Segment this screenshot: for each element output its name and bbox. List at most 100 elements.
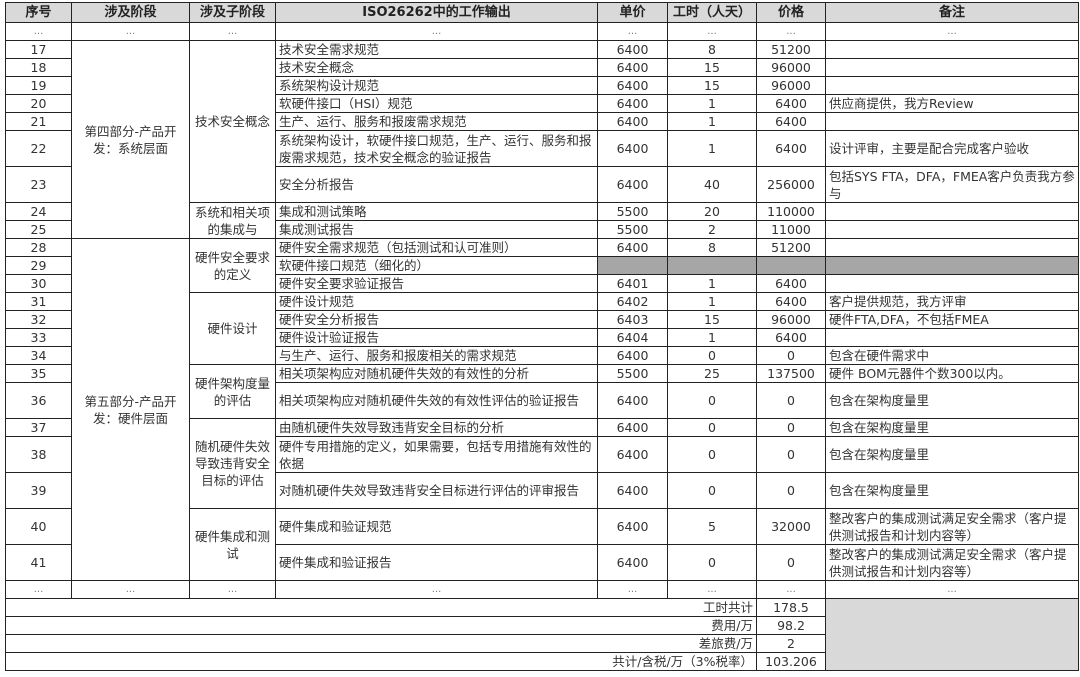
unit-price-cell[interactable]: 6404 [597,328,668,347]
ellipsis-cell[interactable]: ... [667,580,757,599]
note-cell[interactable]: 硬件 BOM元器件个数300以内。 [825,364,1079,383]
output-cell[interactable]: 对随机硬件失效导致违背安全目标进行评估的评审报告 [275,472,598,509]
note-cell[interactable]: 包含在架构度量里 [825,418,1079,437]
days-cell[interactable]: 25 [667,364,757,383]
output-cell[interactable]: 硬件安全分析报告 [275,310,598,329]
row-id[interactable]: 28 [5,238,72,257]
ellipsis-cell[interactable]: ... [756,22,826,41]
unit-price-cell[interactable]: 6400 [597,58,668,77]
row-id[interactable]: 20 [5,94,72,113]
price-cell[interactable]: 96000 [756,310,826,329]
row-id[interactable]: 35 [5,364,72,383]
row-id[interactable]: 36 [5,382,72,419]
days-cell[interactable]: 8 [667,40,757,59]
note-cell[interactable]: 包含在硬件需求中 [825,346,1079,365]
ellipsis-cell[interactable]: ... [275,580,598,599]
unit-price-cell[interactable]: 6400 [597,238,668,257]
price-cell[interactable]: 0 [756,418,826,437]
ellipsis-cell[interactable]: ... [756,580,826,599]
unit-price-cell[interactable]: 6400 [597,346,668,365]
days-cell[interactable]: 15 [667,58,757,77]
note-cell[interactable] [825,112,1079,131]
note-cell[interactable] [825,328,1079,347]
output-cell[interactable]: 生产、运行、服务和报废需求规范 [275,112,598,131]
unit-price-cell[interactable]: 6400 [597,130,668,167]
output-cell[interactable]: 软硬件接口规范（细化的） [275,256,598,275]
note-cell[interactable]: 包含在架构度量里 [825,472,1079,509]
note-cell[interactable] [825,76,1079,95]
substage-cell[interactable]: 技术安全概念 [189,40,276,203]
row-id[interactable]: 41 [5,544,72,581]
row-id[interactable]: 39 [5,472,72,509]
unit-price-cell[interactable]: 6400 [597,436,668,473]
price-cell[interactable]: 137500 [756,364,826,383]
price-cell[interactable]: 256000 [756,166,826,203]
unit-price-cell[interactable]: 5500 [597,364,668,383]
ellipsis-cell[interactable]: ... [597,22,668,41]
days-cell[interactable]: 1 [667,94,757,113]
unit-price-cell[interactable]: 6400 [597,382,668,419]
row-id[interactable]: 25 [5,220,72,239]
price-cell[interactable]: 11000 [756,220,826,239]
unit-price-cell[interactable]: 6400 [597,112,668,131]
unit-price-cell[interactable]: 6400 [597,472,668,509]
note-cell[interactable] [825,202,1079,221]
ellipsis-cell[interactable]: ... [597,580,668,599]
header-stage[interactable]: 涉及阶段 [71,2,190,23]
output-cell[interactable]: 系统架构设计，软硬件接口规范，生产、运行、服务和报废需求规范，技术安全概念的验证… [275,130,598,167]
price-cell[interactable]: 6400 [756,130,826,167]
summary-label[interactable]: 差旅费/万 [5,634,757,653]
days-cell[interactable]: 40 [667,166,757,203]
price-cell[interactable]: 110000 [756,202,826,221]
row-id[interactable]: 32 [5,310,72,329]
ellipsis-cell[interactable]: ... [189,580,276,599]
price-cell[interactable]: 0 [756,382,826,419]
ellipsis-cell[interactable]: ... [667,22,757,41]
note-cell[interactable]: 供应商提供，我方Review [825,94,1079,113]
summary-label[interactable]: 工时共计 [5,598,757,617]
row-id[interactable]: 31 [5,292,72,311]
ellipsis-cell[interactable]: ... [275,22,598,41]
ellipsis-cell[interactable]: ... [189,22,276,41]
note-cell[interactable] [825,238,1079,257]
note-cell[interactable]: 设计评审，主要是配合完成客户验收 [825,130,1079,167]
header-id[interactable]: 序号 [5,2,72,23]
summary-note-area[interactable] [825,598,1079,671]
days-cell[interactable]: 8 [667,238,757,257]
output-cell[interactable]: 由随机硬件失效导致违背安全目标的分析 [275,418,598,437]
substage-cell[interactable]: 硬件架构度量的评估 [189,364,276,419]
summary-value[interactable]: 2 [756,634,826,653]
output-cell[interactable]: 集成测试报告 [275,220,598,239]
days-cell[interactable]: 1 [667,274,757,293]
ellipsis-cell[interactable]: ... [5,580,72,599]
output-cell[interactable]: 与生产、运行、服务和报废相关的需求规范 [275,346,598,365]
price-cell[interactable]: 51200 [756,238,826,257]
note-cell[interactable]: 硬件FTA,DFA，不包括FMEA [825,310,1079,329]
substage-cell[interactable]: 硬件集成和测试 [189,508,276,581]
summary-value[interactable]: 98.2 [756,616,826,635]
days-cell[interactable]: 0 [667,544,757,581]
header-note[interactable]: 备注 [825,2,1079,23]
price-cell[interactable]: 6400 [756,94,826,113]
output-cell[interactable]: 硬件设计验证报告 [275,328,598,347]
summary-value[interactable]: 103.206 [756,652,826,671]
days-cell[interactable]: 0 [667,418,757,437]
row-id[interactable]: 30 [5,274,72,293]
note-cell[interactable]: 包括SYS FTA，DFA，FMEA客户负责我方参与 [825,166,1079,203]
unit-price-cell[interactable]: 6403 [597,310,668,329]
summary-label[interactable]: 费用/万 [5,616,757,635]
unit-price-cell[interactable]: 6400 [597,508,668,545]
price-cell[interactable]: 32000 [756,508,826,545]
price-cell[interactable]: 6400 [756,292,826,311]
header-price[interactable]: 价格 [756,2,826,23]
days-cell[interactable]: 0 [667,472,757,509]
output-cell[interactable]: 集成和测试策略 [275,202,598,221]
header-output[interactable]: ISO26262中的工作输出 [275,2,598,23]
summary-value[interactable]: 178.5 [756,598,826,617]
price-cell[interactable]: 0 [756,544,826,581]
note-cell[interactable] [825,220,1079,239]
days-cell[interactable]: 5 [667,508,757,545]
days-cell[interactable]: 15 [667,310,757,329]
note-cell[interactable] [825,274,1079,293]
note-cell[interactable]: 整改客户的集成测试满足安全需求（客户提供测试报告和计划内容等） [825,544,1079,581]
